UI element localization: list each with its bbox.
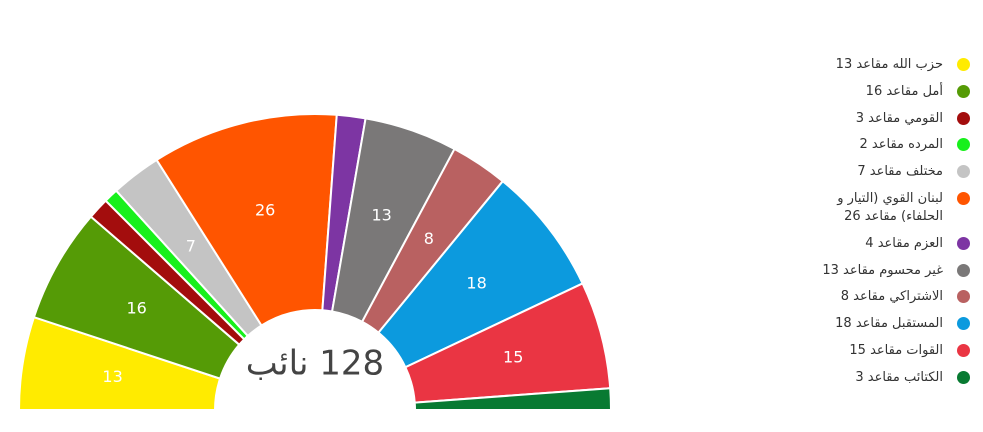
legend-marker: [957, 343, 970, 357]
legend-item: القوات مقاعد 15: [770, 342, 970, 360]
chart: 13 16 7 26 13 8 18 15 128 نائب: [17, 113, 613, 411]
legend-marker: [957, 58, 970, 71]
segment: [413, 387, 613, 411]
legend-item: حزب الله مقاعد 13: [770, 56, 970, 74]
legend-marker: [957, 84, 970, 98]
legend-label: المرده مقاعد 2: [859, 137, 944, 153]
legend: حزب الله مقاعد 13 أمل مقاعد 16 القومي مقاع…: [770, 56, 970, 396]
segment-label: 8: [424, 229, 434, 248]
legend-item: غير محسوم مقاعد 13: [770, 262, 970, 280]
segment-label: 13: [102, 367, 122, 386]
legend-label: القوات مقاعد 15: [849, 342, 943, 358]
segment-label: 13: [372, 206, 392, 225]
legend-label: الكتائب مقاعد 3: [855, 369, 943, 385]
legend-item: القومي مقاعد 3: [770, 110, 970, 128]
legend-item: الكتائب مقاعد 3: [770, 369, 970, 387]
legend-label: المستقبل مقاعد 18: [835, 316, 943, 332]
legend-label: أمل مقاعد 16: [865, 83, 943, 99]
legend-marker: [957, 138, 970, 152]
legend-item: أمل مقاعد 16: [770, 83, 970, 101]
segment-label: 15: [503, 347, 523, 366]
legend-marker: [957, 317, 970, 331]
legend-label: غير محسوم مقاعد 13: [822, 262, 943, 278]
segment-label: 26: [255, 201, 275, 220]
segment-label: 16: [126, 298, 146, 317]
legend-marker: [957, 165, 970, 179]
segment-label: 18: [466, 273, 486, 292]
legend-marker: [957, 370, 970, 384]
legend-label: لبنان القوي (التيار و الحلفاء) مقاعد 26: [837, 190, 943, 224]
legend-marker: [957, 263, 970, 277]
legend-label: الاشتراكي مقاعد 8: [840, 289, 943, 305]
legend-item: المرده مقاعد 2: [770, 136, 970, 154]
legend-item: العزم مقاعد 4: [770, 235, 970, 253]
legend-item: المستقبل مقاعد 18: [770, 315, 970, 333]
center-label: 128 نائب: [246, 344, 384, 384]
legend-marker: [957, 191, 970, 205]
legend-marker: [957, 111, 970, 125]
legend-marker: [957, 236, 970, 250]
legend-item: لبنان القوي (التيار و الحلفاء) مقاعد 26: [770, 190, 970, 226]
legend-label: حزب الله مقاعد 13: [835, 57, 943, 72]
legend-label: العزم مقاعد 4: [865, 235, 943, 251]
legend-label: القومي مقاعد 3: [855, 110, 943, 126]
segment-label: 7: [186, 236, 196, 255]
legend-marker: [957, 290, 970, 304]
legend-item: مختلف مقاعد 7: [770, 163, 970, 181]
segment: [155, 113, 338, 327]
legend-label: مختلف مقاعد 7: [857, 164, 943, 180]
legend-item: الاشتراكي مقاعد 8: [770, 288, 970, 306]
